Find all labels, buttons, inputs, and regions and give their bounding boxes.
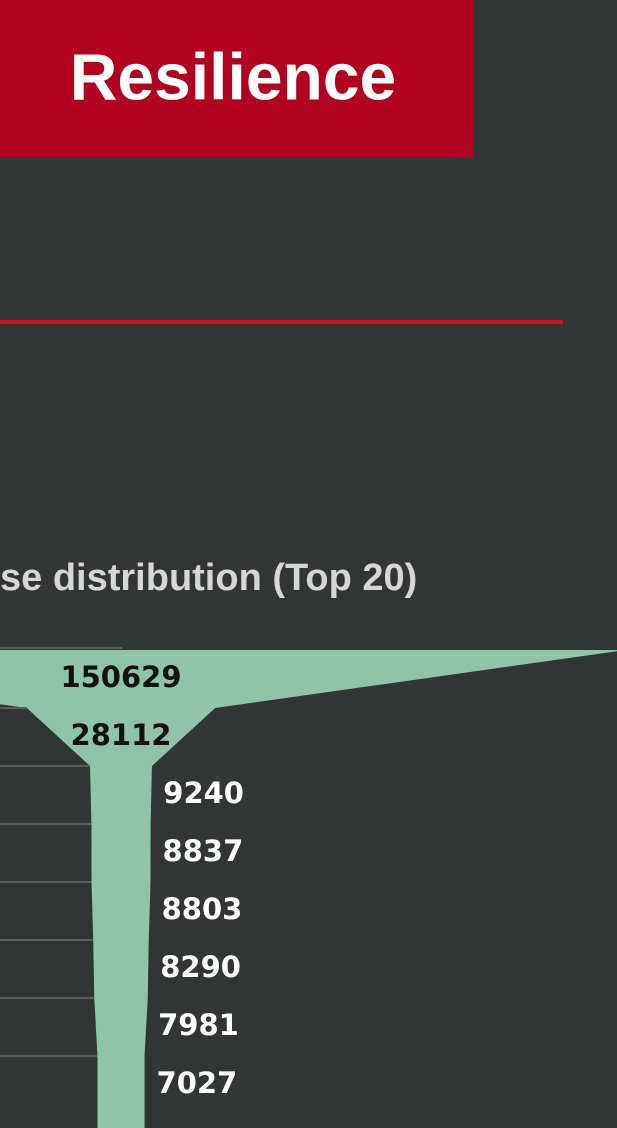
funnel-segment [93,940,149,998]
data-label: 150629 [60,660,181,694]
data-label: 28112 [71,718,172,752]
data-label: 8803 [162,892,243,926]
divider [0,320,563,324]
data-label: 7027 [157,1066,238,1100]
funnel-segment [26,708,216,766]
data-label: 7981 [158,1008,239,1042]
funnel-segment [0,650,617,708]
data-label: 9240 [163,776,244,810]
funnel-segment [91,824,151,882]
data-label: 8837 [163,834,244,868]
funnel-segment [94,998,148,1056]
data-label: 8290 [160,950,241,984]
header-title: Resilience [70,39,397,113]
funnel-segment [97,1056,145,1128]
chart-title: se distribution (Top 20) [0,557,417,599]
funnel-segment [90,766,152,824]
header-banner [0,0,473,158]
funnel-segment [91,882,151,940]
